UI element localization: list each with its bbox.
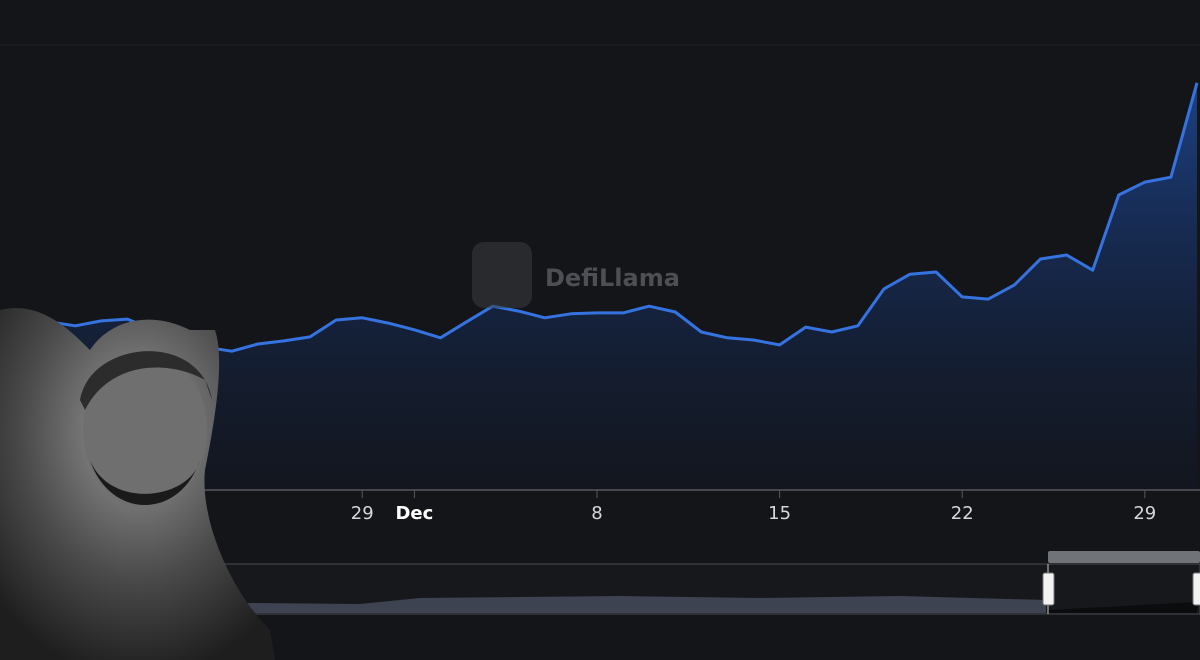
x-tick-label: 29 (1133, 503, 1156, 524)
watermark-text: DefiLlama (545, 264, 680, 292)
navigator[interactable] (159, 551, 1200, 615)
figure-illustration (0, 308, 275, 660)
navigator-selection (1048, 602, 1197, 613)
navigator-scrollbar[interactable] (1048, 551, 1200, 563)
figure-beard (90, 460, 200, 505)
navigator-handle[interactable] (1192, 572, 1200, 606)
x-tick-label: 22 (951, 503, 974, 524)
x-tick-label: 29 (351, 503, 374, 524)
x-tick-label: 8 (591, 503, 602, 524)
x-tick-label: 15 (768, 503, 791, 524)
figure-helmet (80, 351, 212, 410)
watermark: DefiLlama (472, 242, 680, 308)
x-axis-ticks: 1529Dec8152229 (0, 490, 1156, 524)
area (0, 82, 1197, 490)
navigator-handle[interactable] (1042, 572, 1055, 606)
watermark-logo (472, 242, 532, 308)
figure-face (83, 352, 207, 508)
navigator-area (160, 596, 1046, 613)
x-tick-label: Dec (395, 503, 433, 524)
